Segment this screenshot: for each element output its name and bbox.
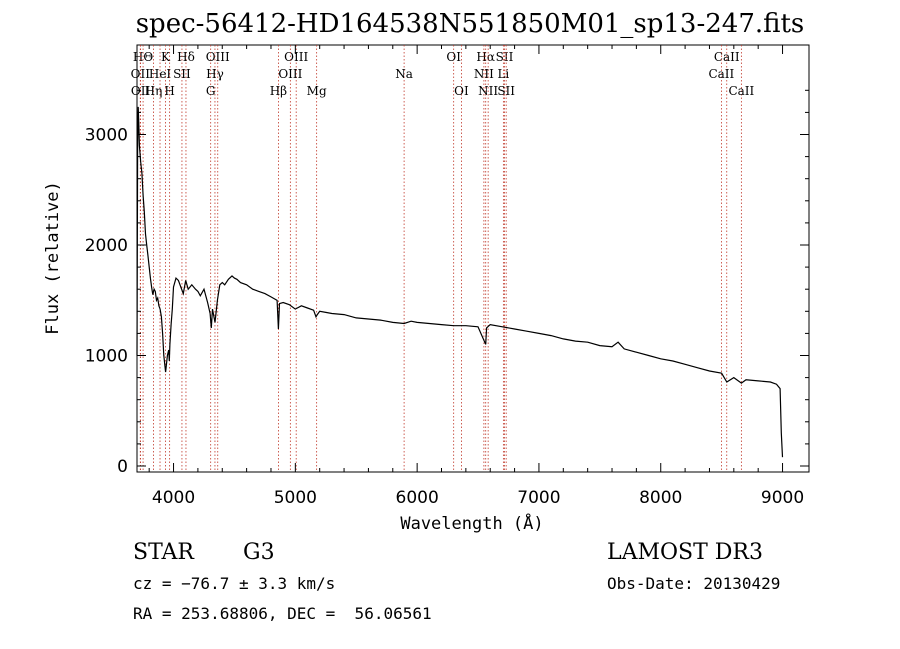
line-marker-label: H	[164, 84, 174, 98]
line-marker-label: HeI	[149, 67, 172, 81]
line-marker-label: K	[161, 50, 171, 64]
line-marker-label: OII	[131, 84, 151, 98]
y-axis-label: Flux (relative)	[43, 181, 63, 335]
line-marker-label: Hγ	[206, 67, 224, 81]
object-class: STAR	[133, 540, 195, 565]
line-marker-label: Hα	[476, 50, 495, 64]
line-marker-label: NII	[474, 67, 494, 81]
x-tick-label: 7000	[517, 488, 560, 508]
line-marker-label: OIII	[284, 50, 308, 64]
y-tick-label: 0	[117, 457, 128, 477]
y-tick-label: 3000	[85, 126, 128, 146]
survey-name: LAMOST DR3	[607, 540, 763, 565]
redshift-info: cz = −76.7 ± 3.3 km/s	[133, 574, 335, 593]
line-marker-label: CaII	[714, 50, 740, 64]
coordinates: RA = 253.68806, DEC = 56.06561	[133, 604, 432, 623]
line-marker-label: G	[206, 84, 216, 98]
line-marker-label: OIII	[206, 50, 230, 64]
line-marker-label: Mg	[307, 84, 327, 98]
line-marker-label: OI	[446, 50, 461, 64]
x-tick-label: 9000	[761, 488, 804, 508]
line-marker-label: OIII	[278, 67, 302, 81]
spectrum-line	[136, 106, 784, 458]
object-subclass: G3	[243, 540, 275, 565]
x-tick-label: 5000	[274, 488, 317, 508]
x-tick-label: 8000	[639, 488, 682, 508]
line-marker-label: NII	[478, 84, 498, 98]
chart-title: spec-56412-HD164538N551850M01_sp13-247.f…	[136, 9, 805, 39]
axes: 4000 5000 6000 7000 8000 9000 0 1000 2000 3000	[85, 45, 809, 508]
line-marker-label: SII	[173, 67, 191, 81]
y-tick-label: 1000	[85, 347, 128, 367]
plot-frame	[136, 44, 810, 473]
y-tick-label: 2000	[85, 236, 128, 256]
obs-date: Obs-Date: 20130429	[607, 574, 780, 593]
line-marker-label: SII	[497, 84, 515, 98]
line-marker-label: CaII	[708, 67, 734, 81]
line-marker-label: Hβ	[270, 84, 287, 98]
x-tick-label: 4000	[152, 488, 195, 508]
x-axis-label: Wavelength (Å)	[400, 512, 543, 534]
line-marker-label: Hδ	[177, 50, 195, 64]
line-marker-label: SII	[496, 50, 514, 64]
x-tick-label: 6000	[396, 488, 439, 508]
line-marker-label: CaII	[728, 84, 754, 98]
line-marker-label: Na	[395, 67, 413, 81]
line-marker-label: Hη	[145, 84, 163, 98]
line-marker-label: Li	[497, 67, 509, 81]
line-marker-label: HΘ	[133, 50, 153, 64]
line-marker-label: OI	[454, 84, 469, 98]
